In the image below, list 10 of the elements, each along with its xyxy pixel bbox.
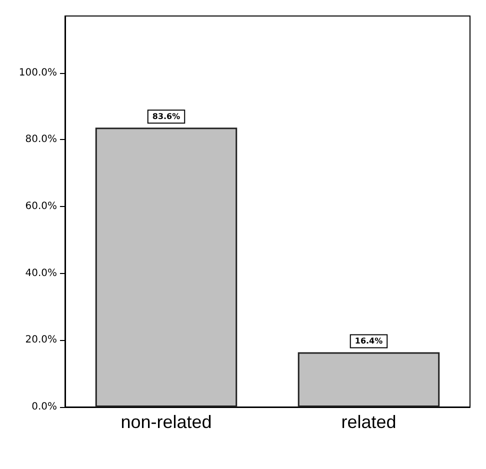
y-tick-label: 20.0% — [25, 334, 57, 346]
data-label: 83.6% — [152, 112, 180, 122]
y-tick-label: 40.0% — [25, 268, 57, 279]
y-tick-label: 100.0% — [18, 67, 57, 78]
x-tick-label: non-related — [120, 412, 212, 432]
data-label: 16.4% — [354, 336, 383, 346]
y-tick-label: 60.0% — [25, 200, 57, 212]
y-tick-label: 80.0% — [25, 134, 57, 146]
x-tick-label: related — [341, 412, 396, 432]
y-tick-label: 0.0% — [32, 402, 57, 412]
